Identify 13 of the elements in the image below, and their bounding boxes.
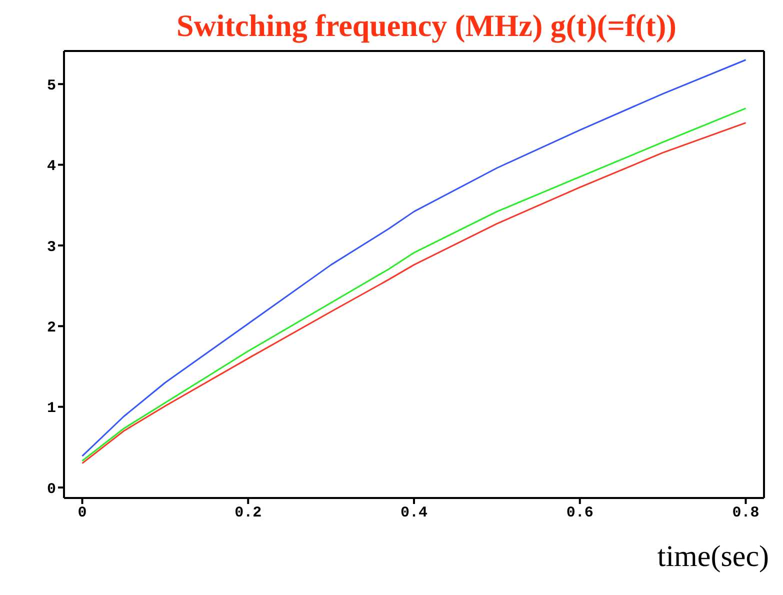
x-tick-label: 0.4: [400, 504, 428, 522]
y-tick-label: 1: [46, 400, 56, 418]
chart-title: Switching frequency (MHz) g(t)(=f(t)): [175, 8, 678, 44]
x-tick-label: 0.8: [732, 504, 760, 522]
y-tick-label: 3: [46, 238, 56, 256]
x-tick-label: 0.6: [566, 504, 594, 522]
y-tick-label: 5: [46, 77, 56, 94]
x-tick-label: 0.2: [234, 504, 262, 522]
y-tick-label: 0: [46, 480, 56, 498]
y-tick-label: 4: [46, 158, 56, 176]
y-tick-label: 2: [46, 319, 56, 336]
x-axis-title: time(sec): [657, 540, 769, 574]
x-tick-label: 0: [78, 504, 87, 522]
